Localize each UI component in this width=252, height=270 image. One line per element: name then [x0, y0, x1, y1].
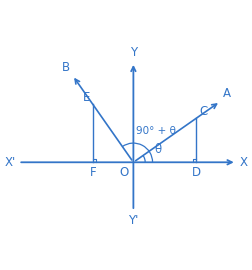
Text: F: F: [89, 166, 96, 179]
Text: Y': Y': [128, 214, 139, 227]
Text: B: B: [61, 61, 70, 74]
Text: θ: θ: [154, 143, 161, 156]
Text: A: A: [223, 87, 231, 100]
Text: X': X': [4, 156, 15, 169]
Text: E: E: [82, 90, 90, 104]
Text: O: O: [119, 166, 128, 179]
Text: D: D: [192, 166, 201, 179]
Text: C: C: [199, 104, 207, 117]
Text: X: X: [240, 156, 247, 169]
Text: Y: Y: [130, 46, 137, 59]
Text: 90° + θ: 90° + θ: [136, 126, 176, 136]
